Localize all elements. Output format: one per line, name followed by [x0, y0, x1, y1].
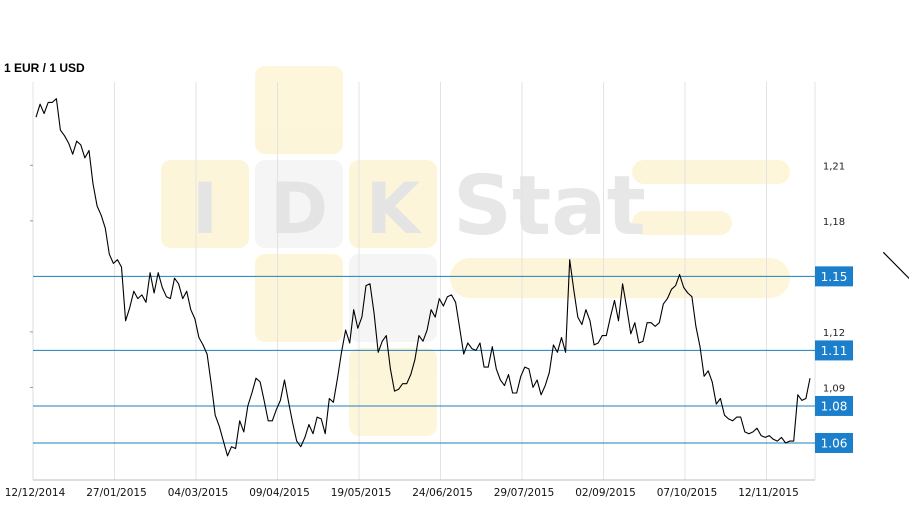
- watermark: I D K Stat: [161, 66, 790, 436]
- trendline: [882, 251, 909, 280]
- watermark-block: [255, 254, 343, 342]
- watermark-letter-d: D: [270, 168, 328, 250]
- y-axis-ticks: 1,21 1,18 1,12 1,09: [30, 161, 845, 394]
- level-label: 1.06: [821, 436, 848, 450]
- watermark-bar: [632, 160, 790, 184]
- series-layer: [35, 98, 909, 457]
- series-line-eur-usd: [35, 98, 811, 457]
- y-tick-label: 1,18: [823, 217, 845, 228]
- y-tick-label: 1,09: [823, 383, 845, 394]
- x-tick-label: 12/11/2015: [738, 487, 799, 499]
- x-tick-label: 12/12/2014: [5, 487, 66, 499]
- y-tick-label: 1,12: [823, 328, 845, 339]
- watermark-block: [349, 348, 437, 436]
- watermark-bar: [450, 258, 790, 298]
- level-label-box: [815, 432, 853, 453]
- grid: [32, 82, 816, 481]
- x-tick-label: 07/10/2015: [657, 487, 718, 499]
- level-label: 1.08: [821, 399, 848, 413]
- y-tick-label: 1,21: [823, 161, 845, 172]
- watermark-block: [161, 160, 249, 248]
- level-label-box: [815, 395, 853, 416]
- x-tick-label: 27/01/2015: [86, 487, 147, 499]
- level-label-box: [815, 266, 853, 287]
- x-axis-ticks: 12/12/2014 27/01/2015 04/03/2015 09/04/2015…: [5, 487, 799, 499]
- x-tick-label: 24/06/2015: [412, 487, 473, 499]
- watermark-bar: [632, 211, 732, 235]
- x-tick-label: 29/07/2015: [494, 487, 555, 499]
- watermark-block: [349, 160, 437, 248]
- watermark-word: Stat: [453, 159, 646, 254]
- watermark-letter-k: K: [366, 168, 423, 250]
- level-label-box: [815, 340, 853, 361]
- watermark-block: [349, 254, 437, 342]
- x-tick-label: 09/04/2015: [249, 487, 310, 499]
- x-tick-label: 19/05/2015: [331, 487, 392, 499]
- x-tick-label: 04/03/2015: [168, 487, 229, 499]
- level-label: 1.15: [821, 270, 848, 284]
- support-resistance-levels: 1.15 1.11 1.08 1.06: [33, 266, 853, 453]
- x-tick-label: 02/09/2015: [575, 487, 636, 499]
- level-label: 1.11: [821, 344, 848, 358]
- watermark-block: [255, 66, 343, 154]
- chart-title: 1 EUR / 1 USD: [4, 61, 85, 75]
